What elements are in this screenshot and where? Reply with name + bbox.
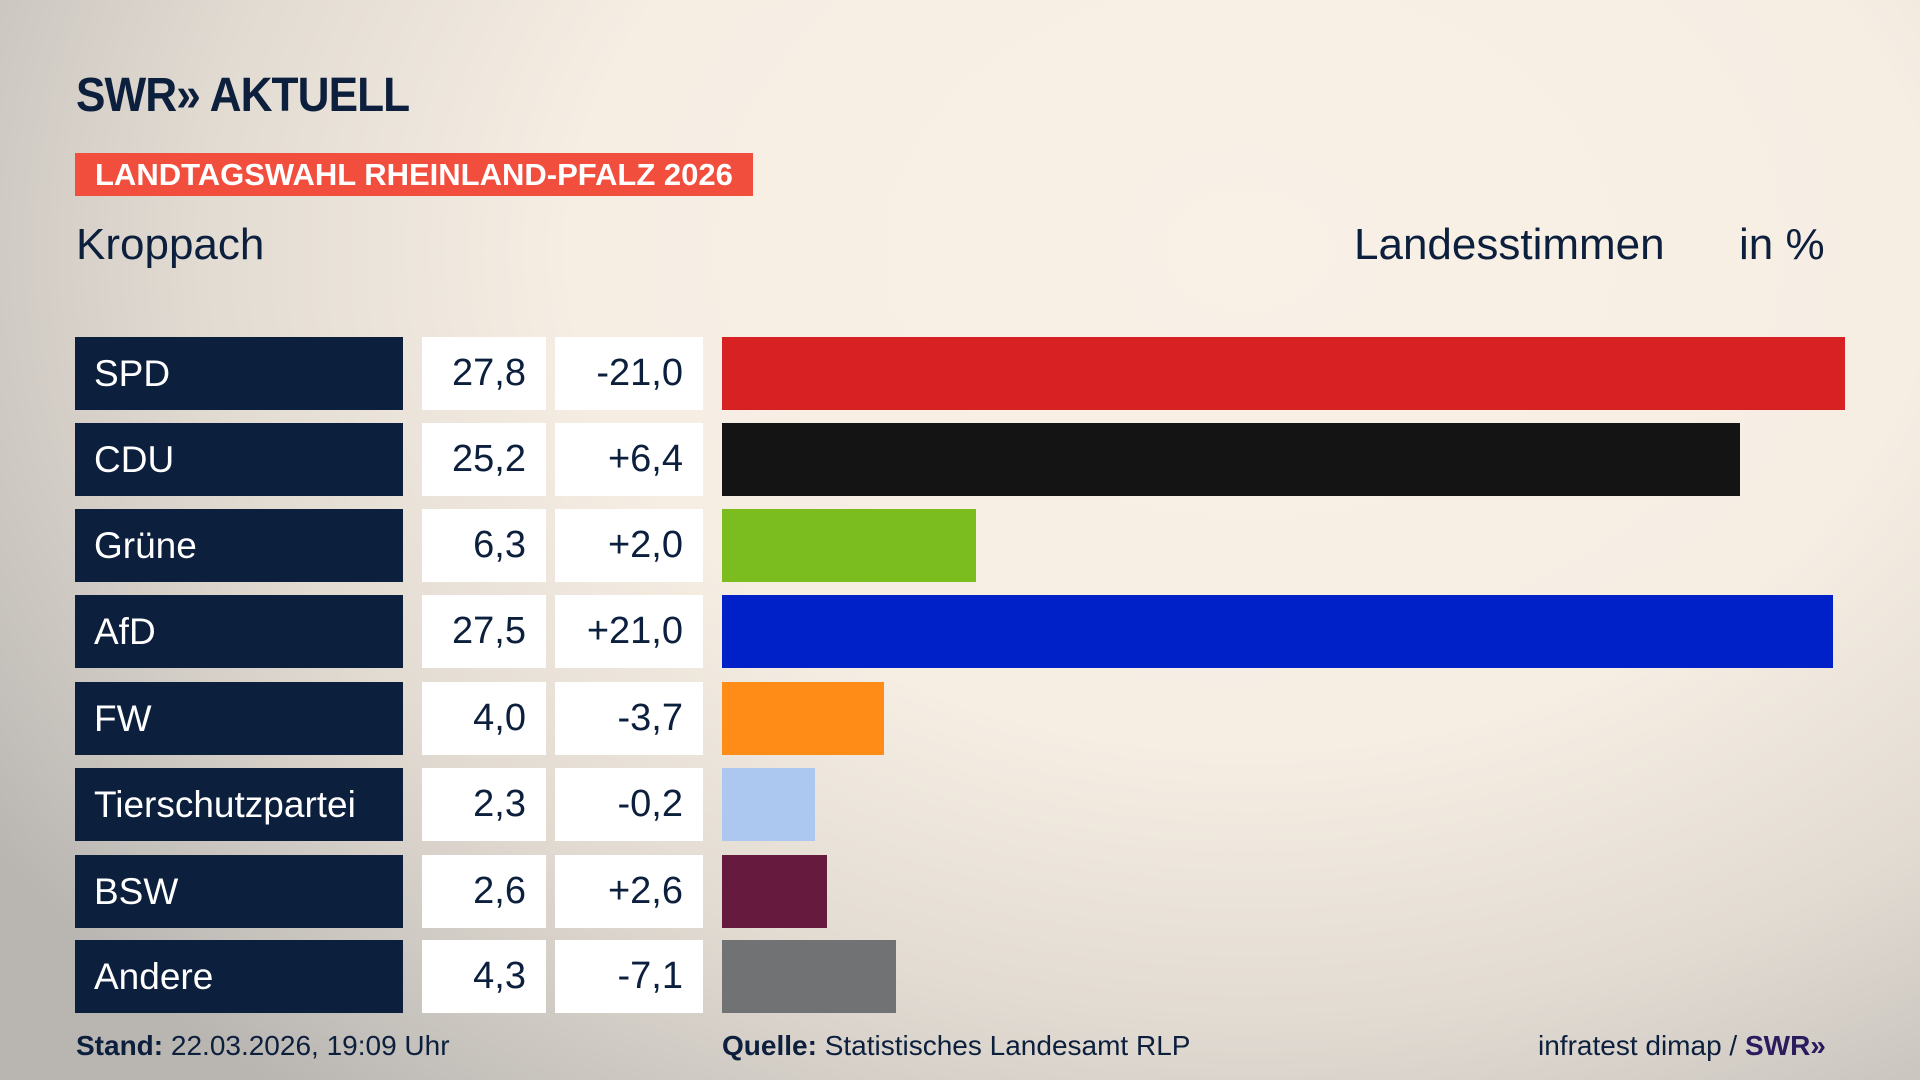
bar-tierschutzpartei [722, 768, 815, 841]
diff-label: -21,0 [555, 337, 703, 410]
party-label: SPD [75, 337, 403, 410]
party-label: Andere [75, 940, 403, 1013]
metric-label: Landesstimmen [1354, 220, 1665, 269]
diff-label: -0,2 [555, 768, 703, 841]
value-label: 25,2 [422, 423, 546, 496]
diff-label: +21,0 [555, 595, 703, 668]
bar-fw [722, 682, 884, 755]
diff-label: -3,7 [555, 682, 703, 755]
diff-label: -7,1 [555, 940, 703, 1013]
swr-logo-small: SWR» [1744, 1030, 1826, 1061]
credit-info: infratest dimap / SWR» [1538, 1030, 1826, 1062]
bar-spd [722, 337, 1845, 410]
diff-label: +6,4 [555, 423, 703, 496]
value-label: 27,8 [422, 337, 546, 410]
party-label: FW [75, 682, 403, 755]
place-title: Kroppach [76, 220, 265, 269]
party-label: Grüne [75, 509, 403, 582]
swr-aktuell-logo: SWR» AKTUELL [76, 69, 410, 122]
source-info: Quelle: Statistisches Landesamt RLP [722, 1030, 1190, 1062]
stand-value: 22.03.2026, 19:09 Uhr [170, 1030, 450, 1061]
source-label: Quelle: [722, 1030, 817, 1061]
bar-cdu [722, 423, 1740, 496]
value-label: 2,3 [422, 768, 546, 841]
value-label: 27,5 [422, 595, 546, 668]
party-label: Tierschutzpartei [75, 768, 403, 841]
party-label: CDU [75, 423, 403, 496]
bar-andere [722, 940, 896, 1013]
credit-text: infratest dimap / [1538, 1030, 1738, 1061]
election-banner: LANDTAGSWAHL RHEINLAND-PFALZ 2026 [75, 153, 753, 196]
diff-label: +2,6 [555, 855, 703, 928]
party-label: AfD [75, 595, 403, 668]
value-label: 2,6 [422, 855, 546, 928]
source-value: Statistisches Landesamt RLP [824, 1030, 1191, 1061]
party-label: BSW [75, 855, 403, 928]
unit-label: in % [1739, 220, 1825, 269]
bar-bsw [722, 855, 828, 928]
stand-label: Stand: [76, 1030, 164, 1061]
bar-afd [722, 595, 1833, 668]
diff-label: +2,0 [555, 509, 703, 582]
value-label: 4,0 [422, 682, 546, 755]
value-label: 4,3 [422, 940, 546, 1013]
stand-info: Stand: 22.03.2026, 19:09 Uhr [76, 1030, 450, 1062]
bar-grüne [722, 509, 977, 582]
value-label: 6,3 [422, 509, 546, 582]
